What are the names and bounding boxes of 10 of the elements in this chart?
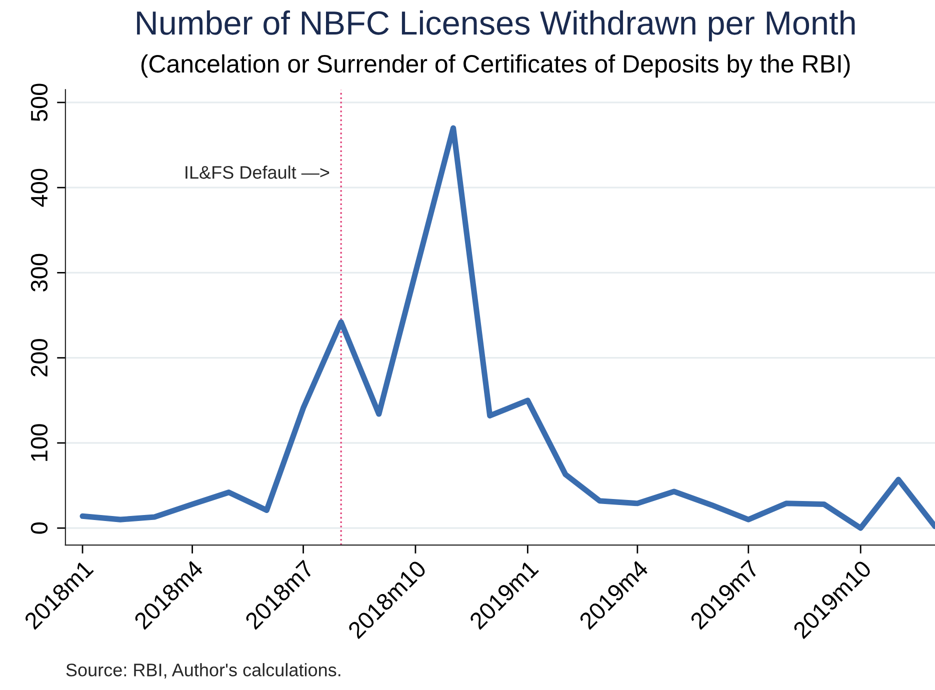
- y-tick-label: 0: [30, 522, 48, 534]
- source-note: Source: RBI, Author's calculations.: [66, 663, 340, 679]
- chart-subtitle: (Cancelation or Surrender of Certificates of Deposits by the RBI): [141, 54, 850, 78]
- chart-title: Number of NBFC Licenses Withdrawn per Month: [137, 10, 855, 42]
- y-tick-label: 300: [30, 254, 48, 292]
- y-tick-label: 100: [30, 424, 48, 461]
- y-tick-label: 500: [30, 84, 48, 122]
- y-tick-label: 200: [30, 339, 48, 376]
- y-tick-label: 400: [30, 168, 48, 207]
- annotation: IL&FS Default —>: [186, 166, 330, 179]
